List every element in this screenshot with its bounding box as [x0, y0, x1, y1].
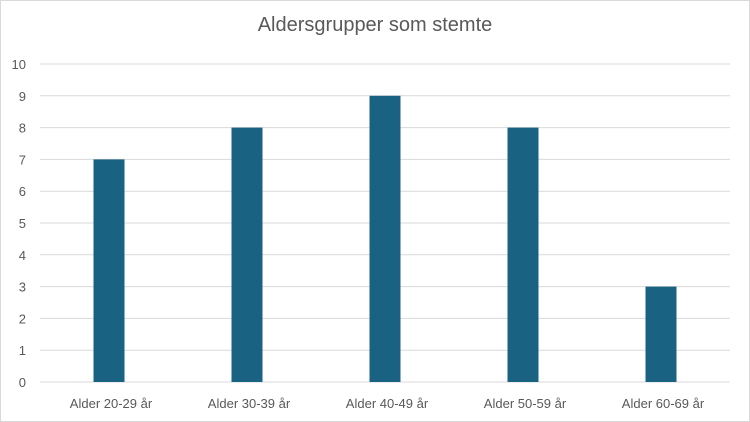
y-tick-label: 10 [12, 57, 26, 72]
y-tick-label: 0 [19, 375, 26, 390]
y-tick-label: 4 [19, 248, 26, 263]
bar [369, 95, 401, 383]
y-axis-ticks: 0 1 2 3 4 5 6 7 8 9 10 [12, 57, 26, 390]
y-tick-label: 6 [19, 184, 26, 199]
x-tick-label: Alder 20-29 år [70, 396, 153, 411]
y-tick-label: 9 [19, 89, 26, 104]
y-tick-label: 5 [19, 216, 26, 231]
x-axis-ticks: Alder 20-29 år Alder 30-39 år Alder 40-49 … [70, 396, 705, 411]
bar [507, 127, 539, 382]
x-tick-label: Alder 30-39 år [208, 396, 291, 411]
bar [93, 159, 125, 382]
x-tick-label: Alder 40-49 år [346, 396, 429, 411]
bars [93, 95, 677, 383]
y-tick-label: 7 [19, 152, 26, 167]
bar [231, 127, 263, 382]
y-tick-label: 3 [19, 280, 26, 295]
x-tick-label: Alder 60-69 år [622, 396, 705, 411]
y-tick-label: 8 [19, 121, 26, 136]
y-tick-label: 2 [19, 311, 26, 326]
chart-title: Aldersgrupper som stemte [257, 14, 493, 36]
x-tick-label: Alder 50-59 år [484, 396, 567, 411]
y-tick-label: 1 [19, 343, 26, 358]
bar [645, 286, 677, 382]
